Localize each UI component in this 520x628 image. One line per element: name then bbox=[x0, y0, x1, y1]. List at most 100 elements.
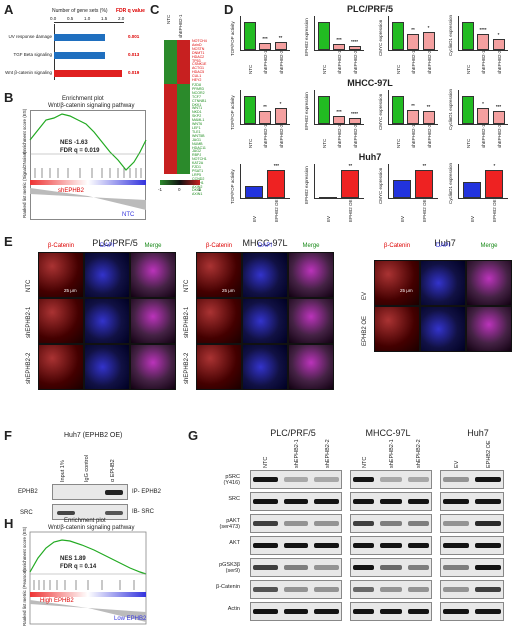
panel-d-xlabel: EV bbox=[325, 215, 331, 222]
panel-d-sig: * bbox=[493, 162, 496, 168]
panel-e-scale: 25 μm bbox=[222, 288, 235, 293]
panel-e-row: shEPHB2-1 bbox=[26, 306, 32, 338]
panel-d-sig: *** bbox=[262, 35, 268, 41]
panel-g-band bbox=[443, 477, 469, 482]
panel-c-legend-low: -1 bbox=[158, 187, 163, 192]
panel-b-yaxis1: Enrichment score (ES) bbox=[22, 108, 27, 154]
panel-g-band bbox=[443, 609, 469, 614]
panel-a-header-fdr: FDR q value bbox=[116, 8, 145, 14]
gene-label-green: MAML1 bbox=[192, 118, 205, 123]
panel-a-topaxis bbox=[54, 22, 124, 23]
panel-d-xlabel: NTC bbox=[321, 64, 327, 74]
panel-d-xlabel: shEPHB2-1 bbox=[337, 50, 342, 74]
panel-d-xlabel: shEPHB2-2 bbox=[496, 124, 502, 148]
panel-d-xlabel: shEPHB2-2 bbox=[426, 50, 432, 74]
panel-d-xaxis bbox=[314, 198, 364, 199]
gene-label-green: RBPJ bbox=[192, 153, 202, 158]
panel-d-ylabel: CyclinD1 expression bbox=[448, 14, 453, 56]
panel-e-micrograph bbox=[38, 252, 84, 298]
gene-label-green: CCND2 bbox=[192, 176, 205, 181]
panel-g-band bbox=[443, 543, 469, 548]
panel-e-micrograph bbox=[242, 344, 288, 390]
panel-d-bar bbox=[477, 34, 489, 50]
panel-g-band bbox=[407, 587, 429, 592]
panel-g-blot bbox=[250, 580, 342, 599]
panel-g-band bbox=[314, 521, 339, 526]
panel-d-sig: * bbox=[279, 101, 282, 107]
panel-d-sig: **** bbox=[479, 27, 487, 33]
panel-g-blot bbox=[440, 492, 504, 511]
panel-d-xaxis bbox=[388, 198, 438, 199]
panel-d-yaxis bbox=[314, 90, 315, 124]
panel-d-bar bbox=[462, 182, 481, 198]
gene-label-green: WNT5B bbox=[192, 133, 205, 138]
panel-h-title1: Enrichment plot bbox=[64, 518, 106, 524]
panel-d-sig: *** bbox=[495, 104, 502, 110]
panel-d-xlabel: shEPHB2-2 bbox=[426, 124, 432, 148]
panel-d-bar bbox=[461, 21, 474, 50]
panel-g-band bbox=[380, 477, 402, 482]
panel-g-row-label: AKT bbox=[229, 540, 240, 546]
panel-h-low: Low EPHB2 bbox=[114, 616, 147, 622]
panel-e-micrograph bbox=[242, 298, 288, 344]
panel-e-row: EPHB2 OE bbox=[362, 315, 368, 346]
panel-d-sig: * bbox=[482, 101, 484, 107]
panel-e-micrograph bbox=[84, 298, 130, 344]
panel-e-micrograph bbox=[130, 298, 176, 344]
panel-d-sig: *** bbox=[273, 162, 279, 168]
panel-d-yaxis bbox=[388, 16, 389, 50]
panel-a-bar bbox=[54, 52, 105, 59]
panel-d-ylabel: TOP/FOP activity bbox=[230, 95, 235, 130]
panel-d-bar bbox=[392, 180, 411, 198]
panel-g-band bbox=[475, 609, 501, 614]
panel-f-row1: EPHB2 bbox=[18, 489, 38, 495]
panel-d-yaxis bbox=[240, 16, 241, 50]
gene-label-green: AXIN2 bbox=[192, 184, 203, 189]
panel-b-plot bbox=[30, 110, 146, 220]
panel-a-header-sets: Number of gene sets (%) bbox=[52, 8, 108, 14]
panel-a-tick: 2.0 bbox=[118, 16, 125, 21]
panel-c-genes-red: NOTCH4 AxinD NCSTN DNMT1 HDAC2 TP53 CSNK1E ACTG… bbox=[192, 39, 207, 83]
panel-d-sig: ** bbox=[263, 104, 267, 110]
panel-g-band bbox=[380, 499, 402, 504]
panel-d-ylabel: EPHB2 expression bbox=[304, 166, 309, 204]
panel-d-bar bbox=[477, 108, 489, 124]
panel-g-band bbox=[314, 499, 339, 504]
gene-label-red: AxinD bbox=[192, 42, 202, 47]
gene-label-green: FZD1 bbox=[192, 165, 201, 170]
panel-d-sig: ** bbox=[411, 102, 415, 108]
panel-g-band bbox=[253, 543, 278, 548]
panel-e-col: β-Catenin bbox=[205, 243, 233, 249]
panel-d-xlabel: NTC bbox=[321, 138, 327, 148]
panel-g-row-label: β-Catenin bbox=[216, 584, 240, 590]
panel-g-line1: PLC/PRF/5 bbox=[270, 428, 316, 438]
panel-g-band bbox=[253, 587, 278, 592]
panel-a-tick: 0.5 bbox=[67, 16, 74, 21]
panel-e-col: Merge bbox=[144, 243, 162, 249]
panel-d-sig: *** bbox=[336, 37, 342, 43]
panel-g-band bbox=[283, 499, 309, 504]
panel-g-band bbox=[253, 477, 278, 482]
panel-g-lane: shEPHB2-1 bbox=[294, 439, 300, 468]
panel-d-bar bbox=[259, 111, 271, 124]
panel-d-xlabel: shEPHB2-2 bbox=[278, 50, 284, 74]
panel-d-bar bbox=[274, 108, 287, 124]
panel-g-band bbox=[475, 521, 501, 526]
panel-c-legend-mid: 0 bbox=[178, 187, 181, 192]
panel-d-bar bbox=[341, 169, 360, 198]
panel-d-xlabel: NTC bbox=[247, 64, 253, 74]
gene-label-red: DNMT1 bbox=[192, 50, 205, 55]
panel-e-row: NTC bbox=[26, 279, 32, 292]
panel-a-tick: 1.5 bbox=[101, 16, 108, 21]
panel-e-micrograph bbox=[38, 298, 84, 344]
panel-d-bar bbox=[485, 169, 504, 198]
panel-d-yaxis bbox=[458, 90, 459, 124]
panel-g-band bbox=[380, 543, 402, 548]
panel-d-bar bbox=[274, 42, 287, 50]
panel-e-micrograph bbox=[84, 252, 130, 298]
panel-d-ylabel: EPHB2 expression bbox=[304, 18, 309, 56]
panel-h-nes: NES 1.89 bbox=[60, 556, 86, 562]
gene-label-red: NOTCH4 bbox=[192, 39, 207, 43]
panel-g-band bbox=[353, 521, 375, 526]
panel-d-yaxis bbox=[240, 90, 241, 124]
